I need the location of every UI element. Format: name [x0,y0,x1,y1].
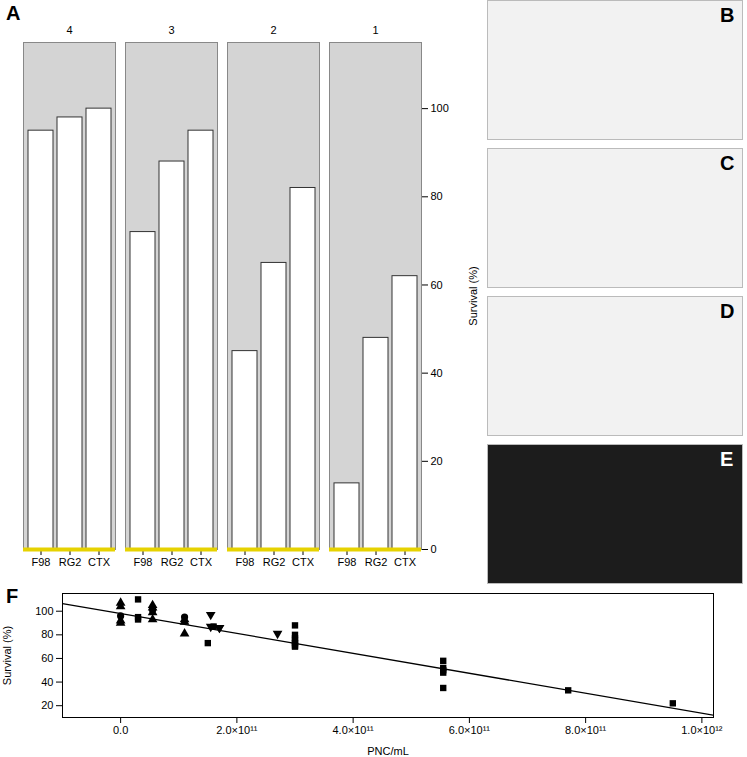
svg-text:2: 2 [270,24,276,36]
html-text:E: E [720,448,734,470]
svg-text:Survival (%): Survival (%) [467,266,479,325]
svg-text:RG2: RG2 [59,556,82,568]
svg-text:CTX: CTX [88,556,111,568]
svg-text:1.0×10¹²: 1.0×10¹² [681,724,723,736]
html-text:D: D [720,300,735,322]
svg-text:3: 3 [168,24,174,36]
svg-text:40: 40 [431,367,443,379]
svg-text:F98: F98 [32,556,51,568]
svg-text:80: 80 [431,190,443,202]
svg-text:0: 0 [431,543,437,555]
html-text:C: C [720,152,735,174]
html-text:F: F [6,585,19,607]
svg-text:F98: F98 [338,556,357,568]
svg-text:4: 4 [66,24,72,36]
svg-text:F98: F98 [236,556,255,568]
svg-text:40: 40 [41,676,53,688]
svg-text:PNC/mL: PNC/mL [367,745,409,757]
svg-text:4.0×10¹¹: 4.0×10¹¹ [332,724,374,736]
svg-text:Survival (%): Survival (%) [1,626,13,685]
svg-text:60: 60 [41,652,53,664]
svg-text:F98: F98 [134,556,153,568]
svg-text:20: 20 [41,699,53,711]
svg-text:0.0: 0.0 [113,724,128,736]
svg-text:CTX: CTX [292,556,315,568]
svg-text:100: 100 [431,102,449,114]
html-text:A: A [6,2,21,24]
svg-text:6.0×10¹¹: 6.0×10¹¹ [449,724,491,736]
svg-text:2.0×10¹¹: 2.0×10¹¹ [216,724,258,736]
svg-text:100: 100 [35,605,53,617]
svg-text:60: 60 [431,278,443,290]
svg-text:RG2: RG2 [263,556,286,568]
svg-text:80: 80 [41,628,53,640]
svg-text:1: 1 [372,24,378,36]
svg-text:20: 20 [431,455,443,467]
svg-text:CTX: CTX [190,556,213,568]
svg-text:CTX: CTX [394,556,417,568]
svg-text:RG2: RG2 [161,556,184,568]
svg-text:RG2: RG2 [365,556,388,568]
svg-text:8.0×10¹¹: 8.0×10¹¹ [565,724,607,736]
html-text:B: B [720,4,735,26]
